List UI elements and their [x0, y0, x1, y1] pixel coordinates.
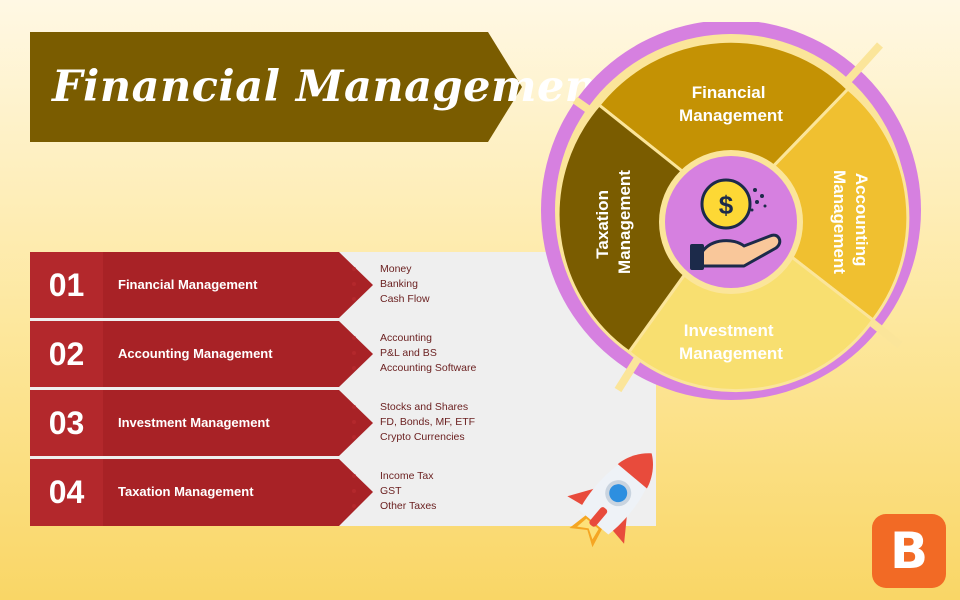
bullet-item: Money — [352, 262, 430, 277]
bullet-item: GST — [351, 484, 436, 499]
bullet-item: Accounting — [351, 331, 476, 346]
segment-label: Financial — [692, 83, 766, 102]
row-arrow — [103, 252, 373, 318]
bullet-item: Accounting Software — [351, 362, 477, 374]
bullet-item: Banking — [352, 277, 430, 292]
list-item: 04 Taxation Management Income Tax GST Ot… — [30, 459, 656, 526]
svg-text:Investment Management: Investment Management — [679, 321, 783, 363]
row-label: Financial Management — [118, 277, 258, 292]
segment-label: Management — [679, 106, 783, 125]
row-label: Accounting Management — [118, 346, 273, 361]
row-number: 03 — [30, 390, 103, 456]
bullet-item: Income Tax — [351, 469, 436, 484]
row-label: Taxation Management — [118, 484, 254, 499]
bullet-item: Cash Flow — [352, 293, 430, 305]
row-bullet-list: Income Tax GST Other Taxes — [351, 469, 437, 514]
segment-label: Taxation — [593, 190, 612, 259]
row-arrow — [103, 390, 373, 456]
title-banner: Financial Management — [30, 32, 617, 142]
svg-text:Accounting Management: Accounting Management — [830, 170, 871, 274]
page-title: Financial Management — [52, 62, 617, 112]
row-number: 02 — [30, 321, 103, 387]
bullet-item: FD, Bonds, MF, ETF — [351, 416, 476, 428]
wheel-segment-taxation — [556, 102, 734, 355]
svg-text:$: $ — [719, 190, 734, 220]
row-label: Investment Management — [118, 415, 270, 430]
title-banner-shape — [30, 32, 522, 142]
segment-label: Management — [679, 344, 783, 363]
segment-label: Management — [830, 170, 849, 274]
segment-label: Management — [615, 170, 634, 274]
row-arrow — [103, 321, 373, 387]
bullet-item: Stocks and Shares — [351, 400, 475, 415]
segment-label: Investment — [684, 321, 774, 340]
svg-text:Financial Management: Financial Management — [679, 83, 783, 125]
list-item: 01 Financial Management Money Banking Ca… — [30, 252, 656, 318]
wheel-segment-investment — [626, 207, 876, 393]
bullet-item: Crypto Currencies — [351, 430, 475, 445]
wheel-segment-accounting — [728, 86, 910, 323]
row-divider — [30, 388, 656, 391]
bullet-item: P&L and BS — [351, 346, 476, 361]
category-list: 01 Financial Management Money Banking Ca… — [30, 252, 656, 526]
row-bullet-list: Accounting P&L and BS Accounting Softwar… — [351, 331, 477, 376]
list-item: 03 Investment Management Stocks and Shar… — [30, 390, 656, 456]
segment-label: Accounting — [852, 173, 871, 267]
row-divider — [30, 457, 656, 460]
row-number: 04 — [30, 459, 103, 526]
row-bullet-list: Stocks and Shares FD, Bonds, MF, ETF Cry… — [351, 400, 476, 445]
management-wheel: $ Financial Management Accounting Manage… — [541, 22, 921, 400]
row-divider — [30, 319, 656, 322]
list-item: 02 Accounting Management Accounting P&L … — [30, 321, 656, 387]
row-bullet-list: Money Banking Cash Flow — [352, 262, 430, 307]
brand-logo: B — [872, 514, 946, 588]
money-hand-icon: $ — [690, 178, 782, 270]
rocket-icon — [567, 453, 653, 548]
bullet-item: Other Taxes — [351, 500, 437, 512]
wheel-segment-financial — [596, 39, 851, 213]
svg-text:Taxation Management: Taxation Management — [593, 170, 634, 274]
row-arrow — [103, 459, 373, 526]
row-number: 01 — [30, 252, 103, 318]
